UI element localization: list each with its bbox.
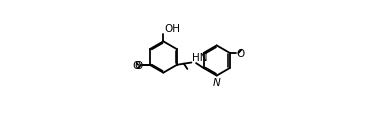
Text: HN: HN [192, 52, 207, 62]
Text: O: O [135, 60, 143, 70]
Text: O: O [133, 60, 141, 70]
Text: OH: OH [164, 24, 180, 34]
Text: N: N [213, 78, 221, 88]
Text: O: O [236, 48, 245, 58]
